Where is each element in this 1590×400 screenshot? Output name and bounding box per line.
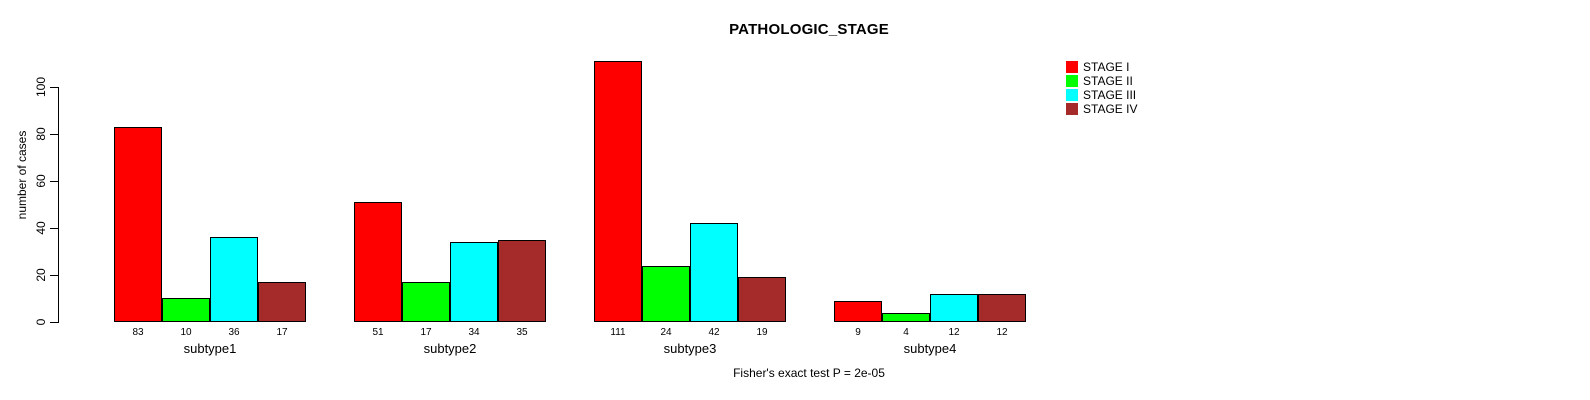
bar bbox=[642, 266, 690, 322]
bar-value-label: 10 bbox=[180, 327, 192, 338]
bar-value-label: 17 bbox=[276, 327, 288, 338]
bar-value-label: 34 bbox=[468, 327, 480, 338]
legend-label: STAGE II bbox=[1083, 73, 1133, 88]
y-tick-label: 80 bbox=[34, 127, 48, 141]
bar-value-label: 12 bbox=[948, 327, 960, 338]
bar bbox=[594, 61, 642, 322]
legend: STAGE I STAGE II STAGE III STAGE IV bbox=[1066, 60, 1137, 116]
bar-value-label: 111 bbox=[610, 327, 626, 338]
bar bbox=[450, 242, 498, 322]
y-tick-mark bbox=[50, 322, 58, 323]
y-tick-label: 40 bbox=[34, 221, 48, 235]
bar-value-label: 83 bbox=[132, 327, 144, 338]
bar bbox=[930, 294, 978, 322]
y-axis-line bbox=[58, 87, 59, 323]
fisher-test-annotation: Fisher's exact test P = 2e-05 bbox=[733, 366, 885, 380]
bar-value-label: 9 bbox=[855, 327, 861, 338]
bar bbox=[402, 282, 450, 322]
bar-value-label: 42 bbox=[708, 327, 720, 338]
legend-swatch-stage-iv-icon bbox=[1066, 102, 1078, 115]
y-tick-mark bbox=[50, 275, 58, 276]
legend-label: STAGE III bbox=[1083, 87, 1137, 102]
bar bbox=[258, 282, 306, 322]
bar-value-label: 4 bbox=[903, 327, 909, 338]
bar-value-label: 35 bbox=[516, 327, 528, 338]
legend-label: STAGE I bbox=[1083, 59, 1130, 74]
legend-label: STAGE IV bbox=[1083, 101, 1138, 116]
y-tick-mark bbox=[50, 87, 58, 88]
x-axis-group-label: subtype4 bbox=[903, 341, 957, 356]
bar-value-label: 12 bbox=[996, 327, 1008, 338]
bar bbox=[162, 298, 210, 322]
bar bbox=[690, 223, 738, 322]
legend-swatch-stage-iii-icon bbox=[1066, 88, 1078, 101]
legend-item-stage-ii: STAGE II bbox=[1066, 73, 1137, 88]
bar-value-label: 19 bbox=[756, 327, 768, 338]
bar bbox=[210, 237, 258, 322]
y-tick-mark bbox=[50, 134, 58, 135]
bar bbox=[882, 313, 930, 322]
legend-item-stage-iii: STAGE III bbox=[1066, 87, 1137, 102]
legend-swatch-stage-ii-icon bbox=[1066, 74, 1078, 87]
bar bbox=[114, 127, 162, 322]
bar-value-label: 51 bbox=[372, 327, 384, 338]
bar-value-label: 17 bbox=[420, 327, 432, 338]
legend-item-stage-iv: STAGE IV bbox=[1066, 101, 1138, 116]
bar bbox=[738, 277, 786, 322]
x-axis-group-label: subtype3 bbox=[663, 341, 717, 356]
y-tick-label: 0 bbox=[34, 318, 48, 326]
legend-swatch-stage-i-icon bbox=[1066, 60, 1078, 73]
y-tick-mark bbox=[50, 228, 58, 229]
x-axis-group-label: subtype1 bbox=[183, 341, 237, 356]
bar bbox=[834, 301, 882, 322]
bar bbox=[498, 240, 546, 322]
y-tick-label: 20 bbox=[34, 268, 48, 282]
legend-item-stage-i: STAGE I bbox=[1066, 59, 1137, 74]
bar-value-label: 36 bbox=[228, 327, 240, 338]
x-axis-group-label: subtype2 bbox=[423, 341, 477, 356]
y-tick-label: 100 bbox=[34, 76, 48, 98]
bar-value-label: 24 bbox=[660, 327, 672, 338]
y-tick-mark bbox=[50, 181, 58, 182]
y-tick-label: 60 bbox=[34, 174, 48, 188]
bar bbox=[354, 202, 402, 322]
chart-title: PATHOLOGIC_STAGE bbox=[729, 21, 889, 38]
bar bbox=[978, 294, 1026, 322]
